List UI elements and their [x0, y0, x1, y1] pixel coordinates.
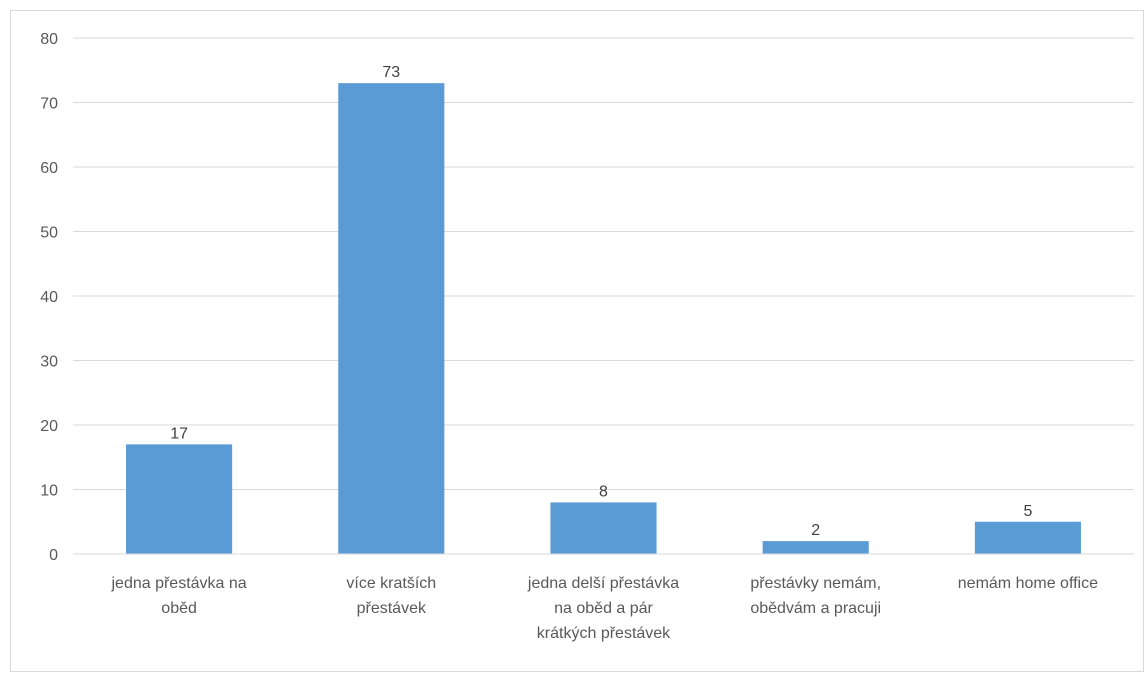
x-tick-label: nemám home office: [958, 575, 1098, 592]
x-tick-label-line: jedna delší přestávka: [527, 575, 679, 592]
y-tick-label: 50: [40, 225, 58, 242]
data-label: 17: [170, 425, 188, 442]
x-tick-label: jedna delší přestávka na oběd a pár krátký…: [527, 575, 679, 642]
y-tick-label: 80: [40, 31, 58, 48]
bar: [126, 444, 233, 554]
y-tick-label: 0: [49, 547, 58, 564]
chart-frame: [10, 10, 1144, 672]
gridlines: [73, 37, 1134, 490]
x-axis-categories: jedna přestávka na oběd více kratších přest…: [110, 575, 1098, 642]
x-tick-label-line: jedna přestávka na: [110, 575, 246, 592]
x-tick-label-line: oběd: [161, 600, 197, 617]
y-tick-label: 20: [40, 418, 58, 435]
x-tick-label-line: obědvám a pracuji: [750, 600, 881, 617]
data-label: 73: [382, 64, 400, 81]
x-tick-label-line: na oběd a pár: [554, 600, 653, 617]
x-tick-label: více kratších přestávek: [346, 575, 436, 617]
y-tick-label: 30: [40, 354, 58, 371]
y-axis-ticks: 0 10 20 30 40 50 60 70 80: [40, 31, 58, 564]
data-label: 5: [1023, 503, 1032, 520]
y-tick-label: 10: [40, 483, 58, 500]
x-tick-label: přestávky nemám, obědvám a pracuji: [750, 575, 881, 617]
x-tick-label-line: více kratších: [346, 575, 436, 592]
x-tick-label-line: nemám home office: [958, 575, 1098, 592]
x-tick-label: jedna přestávka na oběd: [110, 575, 246, 617]
data-label: 2: [811, 522, 820, 539]
y-tick-label: 40: [40, 289, 58, 306]
y-tick-label: 60: [40, 160, 58, 177]
bar: [762, 541, 869, 554]
bar: [974, 521, 1081, 554]
data-label: 8: [599, 483, 608, 500]
x-tick-label-line: krátkých přestávek: [537, 625, 671, 642]
x-tick-label-line: přestávky nemám,: [750, 575, 881, 592]
bars: [126, 83, 1081, 555]
x-tick-label-line: přestávek: [357, 600, 427, 617]
bar: [550, 502, 657, 554]
data-labels: 17 73 8 2 5: [170, 64, 1032, 539]
y-tick-label: 70: [40, 96, 58, 113]
bar: [338, 83, 445, 555]
